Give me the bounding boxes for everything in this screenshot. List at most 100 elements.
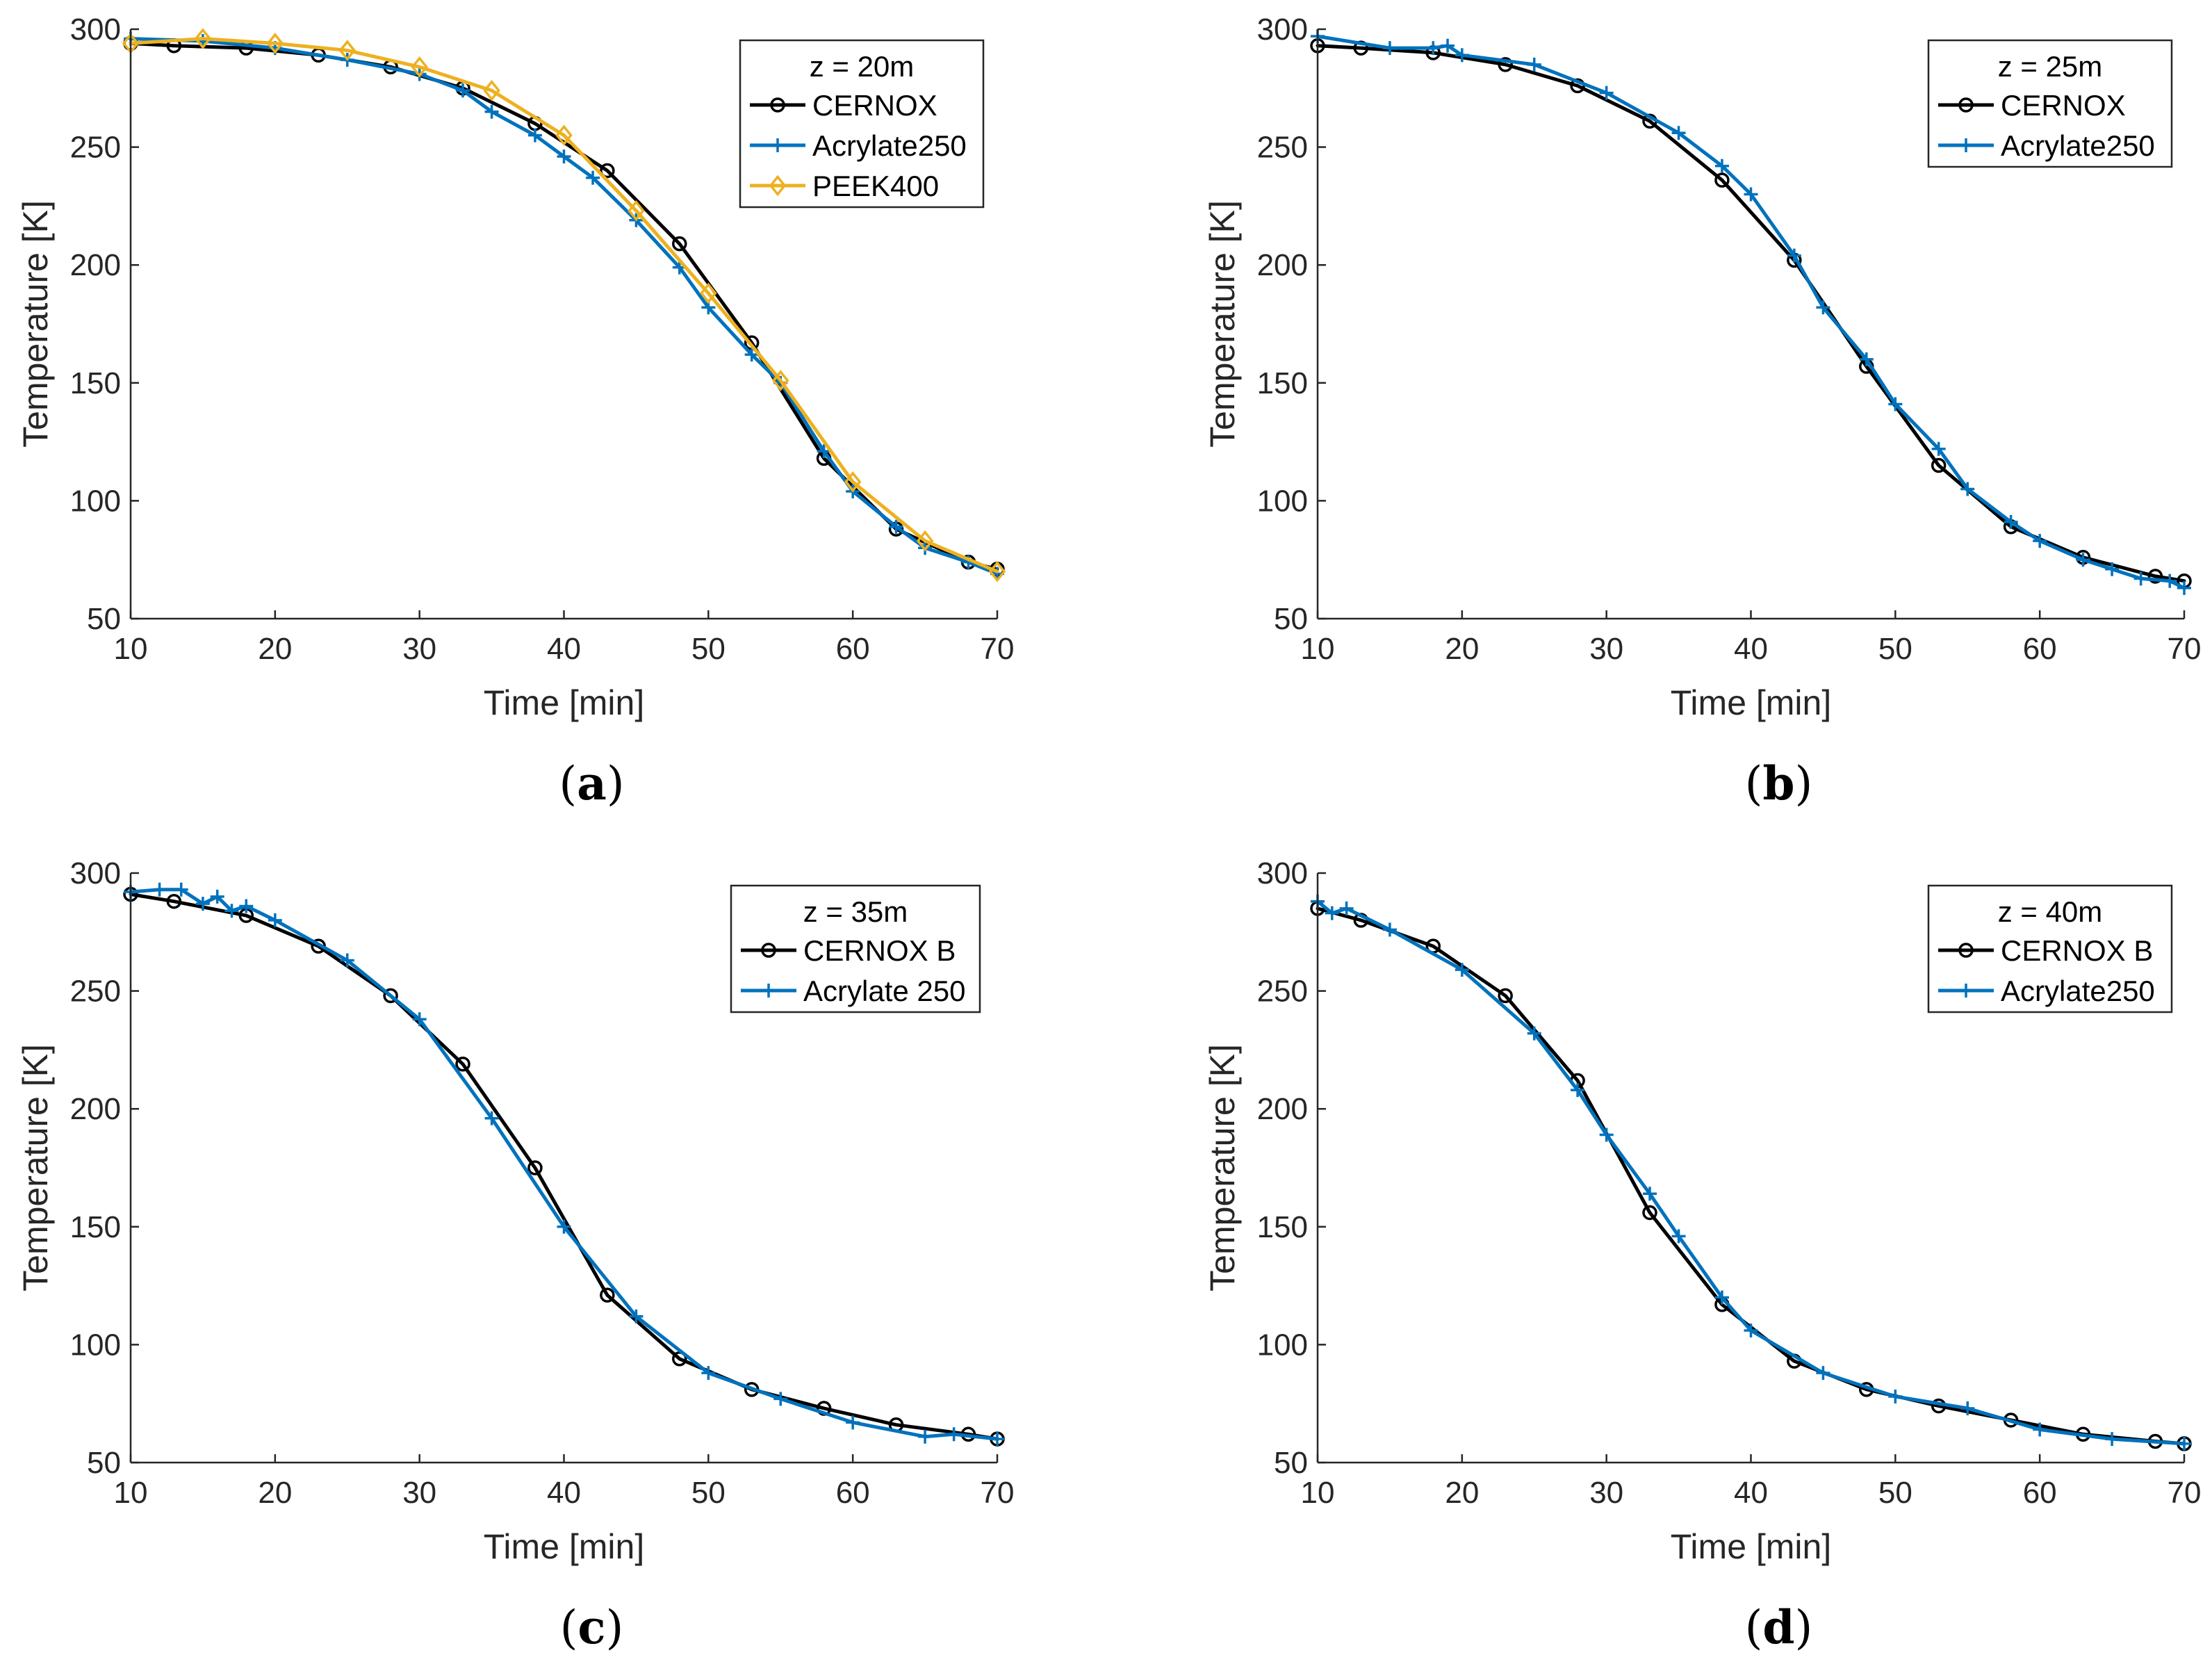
panel-a-legend-marker bbox=[769, 174, 787, 197]
panel-c-legend-title: z = 35m bbox=[803, 895, 908, 928]
panel-c-x-axis-label: Time [min] bbox=[484, 1527, 645, 1566]
panel-d-x-tick-label: 30 bbox=[1589, 1476, 1623, 1510]
panel-c-chart: 10 20 30 40 50 60 70 50 100 150 200 250 300 Time [mi… bbox=[16, 856, 1014, 1654]
panel-c-y-tick-label: 250 bbox=[70, 975, 121, 1009]
panel-c-y-tick-label: 50 bbox=[87, 1446, 121, 1480]
panel-d-series-1-point bbox=[1888, 1390, 1903, 1404]
panel-d-x-tick-label: 10 bbox=[1301, 1476, 1335, 1510]
panel-a-x-tick-label: 50 bbox=[691, 632, 726, 666]
panel-d-legend-title: z = 40m bbox=[1998, 895, 2103, 928]
panel-c-y-tick-label: 300 bbox=[70, 856, 121, 890]
panel-b-series-1 bbox=[1311, 29, 2191, 595]
panel-c-caption: (c) bbox=[560, 1600, 624, 1654]
panel-d-y-tick-label: 300 bbox=[1257, 856, 1308, 890]
panel-b-series-1-point bbox=[1455, 48, 1469, 63]
panel-c-legend-entry: CERNOX B bbox=[741, 934, 956, 967]
panel-a-series-1-point bbox=[484, 104, 499, 119]
panel-c-series-1-point bbox=[773, 1392, 788, 1406]
panel-d-legend-marker bbox=[1959, 984, 1973, 998]
panel-a-x-axis-label: Time [min] bbox=[484, 683, 645, 722]
panel-c-series-1-point bbox=[195, 897, 210, 911]
panel-b-series-1-point bbox=[2033, 534, 2047, 548]
panel-d-series-0-point bbox=[1642, 1205, 1657, 1221]
panel-b-ticks: 10 20 30 40 50 60 70 50 100 150 200 250 300 bbox=[1257, 13, 2202, 666]
panel-d-series-1-point bbox=[1455, 963, 1469, 977]
panel-a-y-tick-label: 100 bbox=[70, 484, 121, 518]
panel-b-caption: (b) bbox=[1745, 756, 1813, 811]
panel-a-series-0-point bbox=[600, 163, 615, 179]
panel-b-y-tick-label: 100 bbox=[1257, 484, 1308, 518]
panel-d-series-1-point bbox=[1339, 901, 1354, 915]
panel-a-series-2-point bbox=[338, 40, 356, 61]
panel-c-legend-label: CERNOX B bbox=[803, 934, 956, 967]
panel-d-series-1-point bbox=[1960, 1401, 1975, 1415]
panel-d-caption: (d) bbox=[1745, 1600, 1813, 1654]
panel-d-legend: z = 40m CERNOX B Acrylate250 bbox=[1927, 884, 2173, 1013]
panel-c-x-tick-label: 10 bbox=[114, 1476, 148, 1510]
panel-c-x-tick-label: 30 bbox=[402, 1476, 436, 1510]
panel-d-y-tick-label: 200 bbox=[1257, 1092, 1308, 1126]
panel-c-y-tick-label: 150 bbox=[70, 1210, 121, 1244]
panel-c-series-1-point bbox=[557, 1219, 571, 1234]
panel-b-series-1-point bbox=[2163, 573, 2177, 588]
panel-b-x-tick-label: 10 bbox=[1301, 632, 1335, 666]
panel-b-series-1-point bbox=[1744, 187, 1758, 202]
panel-b-y-axis-label: Temperature [K] bbox=[1203, 200, 1242, 448]
panel-d-series-1-point bbox=[2105, 1432, 2120, 1447]
panel-d-caption-close: ) bbox=[1795, 1601, 1813, 1654]
panel-b-legend-marker bbox=[1958, 97, 1974, 113]
panel-d-series-1-point bbox=[1571, 1083, 1585, 1098]
panel-d-series-1-point bbox=[1527, 1026, 1541, 1041]
panel-c-series-0-point bbox=[672, 1351, 687, 1367]
panel-d-caption-letter: d bbox=[1762, 1600, 1794, 1654]
panel-b-legend-entry: Acrylate250 bbox=[1938, 129, 2155, 162]
panel-b-caption-letter: b bbox=[1762, 756, 1794, 811]
panel-d-x-axis-label: Time [min] bbox=[1671, 1527, 1832, 1566]
panel-a-x-tick-label: 40 bbox=[547, 632, 581, 666]
panel-a-x-tick-label: 60 bbox=[836, 632, 870, 666]
panel-b-series-1-point bbox=[2133, 571, 2148, 586]
panel-a-caption-close: ) bbox=[607, 757, 625, 811]
panel-b-legend-label: CERNOX bbox=[2001, 89, 2126, 122]
panel-a-series-0-point bbox=[672, 236, 687, 252]
panel-c-x-tick-label: 50 bbox=[691, 1476, 726, 1510]
panel-a-x-tick-label: 70 bbox=[981, 632, 1015, 666]
panel-c-x-tick-label: 20 bbox=[258, 1476, 292, 1510]
panel-b-series-1-point bbox=[1671, 126, 1686, 140]
panel-c-legend: z = 35m CERNOX B Acrylate 250 bbox=[730, 884, 981, 1013]
panel-d-y-tick-label: 100 bbox=[1257, 1328, 1308, 1362]
panel-d-series-1-point bbox=[1816, 1366, 1830, 1381]
panel-a-series-2-point bbox=[555, 124, 573, 146]
panel-b-series-1-point bbox=[1527, 57, 1541, 72]
panel-b-x-axis-label: Time [min] bbox=[1671, 683, 1832, 722]
panel-a-x-tick-label: 20 bbox=[258, 632, 292, 666]
panel-b-series-1-point bbox=[1787, 248, 1801, 263]
panel-d-series-1-point bbox=[1714, 1290, 1729, 1305]
panel-a-y-axis-label: Temperature [K] bbox=[16, 200, 55, 448]
panel-b-series-0-point bbox=[1931, 457, 1947, 473]
panel-b-series-1-point bbox=[2076, 553, 2090, 567]
panel-b-caption-close: ) bbox=[1795, 757, 1813, 811]
panel-d-series-1-point bbox=[2033, 1422, 2047, 1437]
panel-c-series-1-point bbox=[484, 1111, 499, 1125]
panel-a-series-2-point bbox=[266, 33, 284, 54]
panel-d-legend-label: CERNOX B bbox=[2001, 934, 2153, 967]
panel-d-series-1-line bbox=[1316, 899, 2186, 1446]
panel-b-x-tick-label: 20 bbox=[1445, 632, 1479, 666]
panel-b-y-tick-label: 150 bbox=[1257, 366, 1308, 400]
panel-d-series-1-point bbox=[1325, 906, 1339, 920]
panel-a-legend-marker bbox=[770, 97, 785, 113]
panel-d-y-tick-label: 250 bbox=[1257, 975, 1308, 1009]
panel-b-series-lines bbox=[1310, 29, 2192, 595]
panel-d-legend-entry: Acrylate250 bbox=[1938, 975, 2155, 1007]
panel-d-x-tick-label: 20 bbox=[1445, 1476, 1479, 1510]
panel-a-legend-marker bbox=[771, 138, 785, 152]
panel-c-legend-marker bbox=[762, 984, 776, 998]
panel-a-series-1-point bbox=[456, 83, 470, 98]
panel-b-caption-open: ( bbox=[1745, 757, 1763, 811]
panel-c-series-0-point bbox=[166, 893, 182, 909]
panel-d-legend-marker bbox=[1958, 943, 1974, 958]
panel-a-legend-entry: CERNOX bbox=[750, 89, 937, 122]
panel-c-caption-open: ( bbox=[560, 1601, 578, 1654]
